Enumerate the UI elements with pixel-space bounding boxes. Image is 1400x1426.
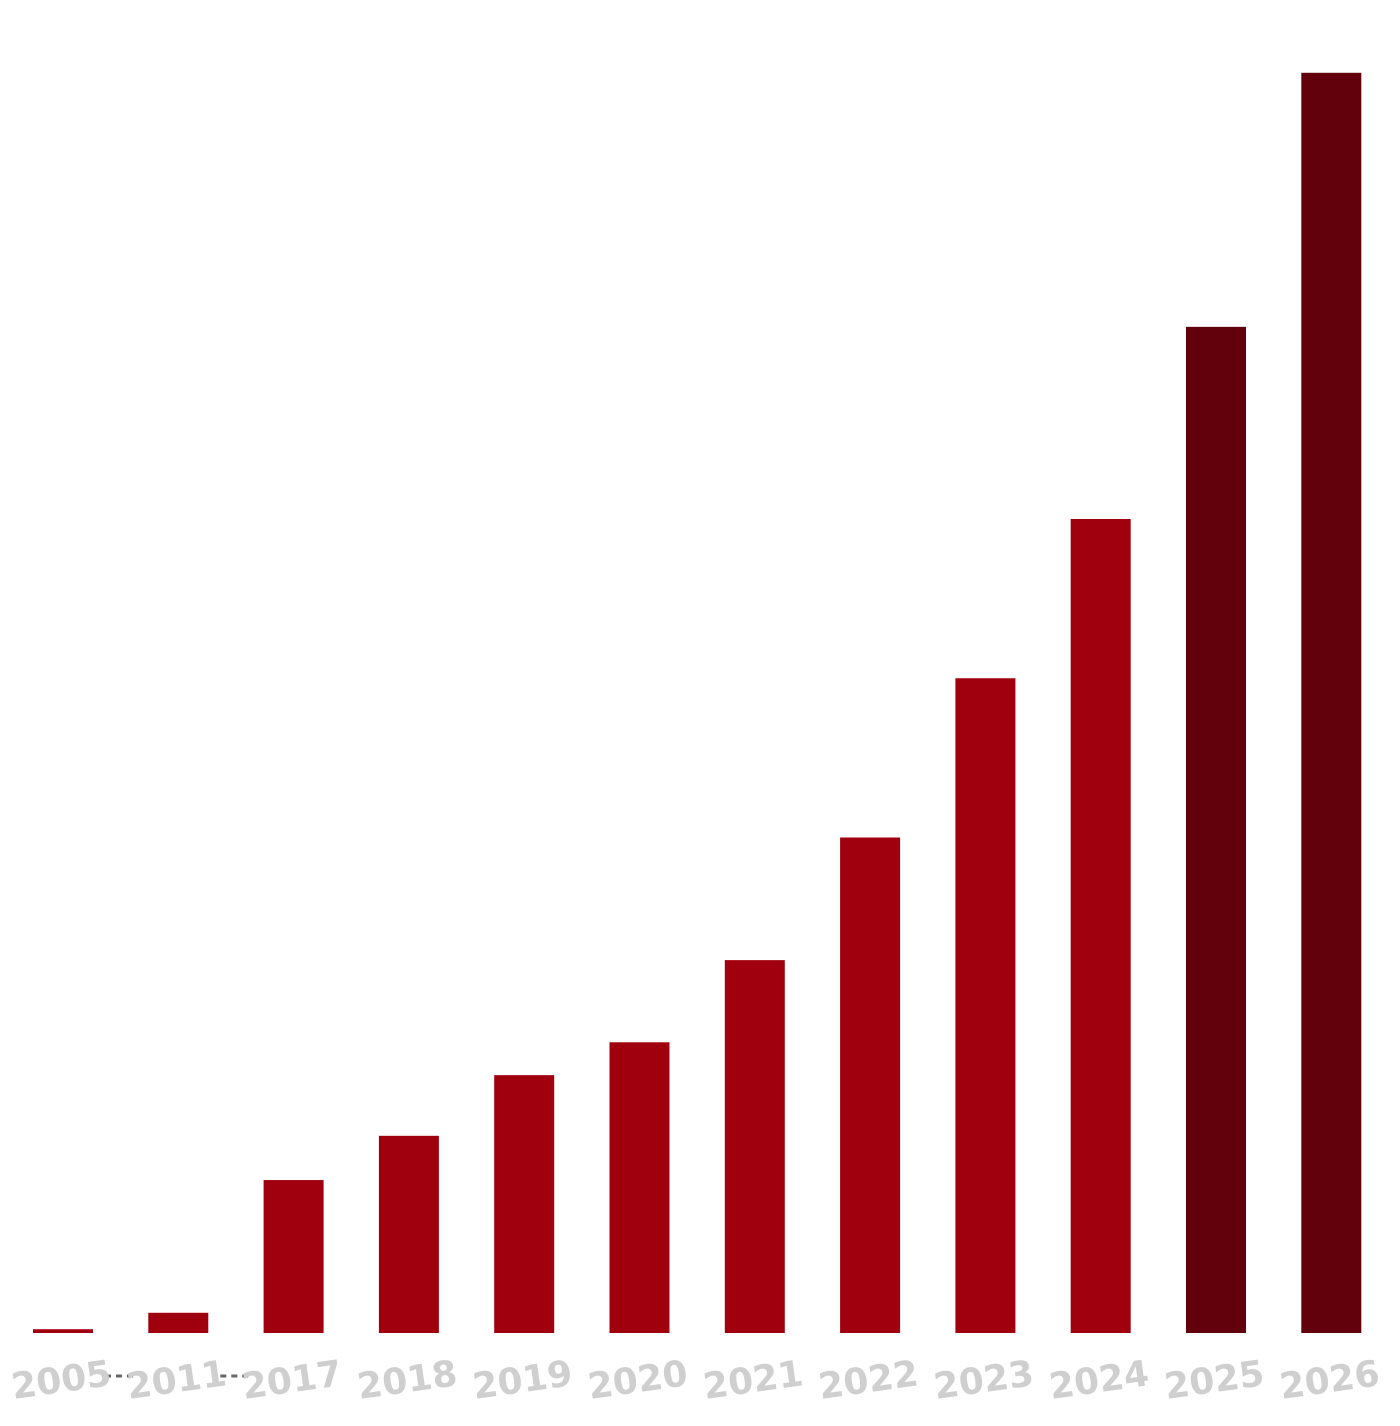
x-tick-label-2017: 2017 bbox=[240, 1353, 345, 1408]
x-tick-label-2024: 2024 bbox=[1047, 1353, 1152, 1408]
x-tick-label-2020: 2020 bbox=[585, 1353, 690, 1408]
bar-2017 bbox=[263, 1180, 324, 1333]
x-tick-label-2022: 2022 bbox=[816, 1353, 921, 1408]
bar-2024 bbox=[1070, 518, 1131, 1333]
bar-2011 bbox=[148, 1312, 209, 1333]
x-tick-label-2025: 2025 bbox=[1162, 1353, 1267, 1408]
bar-2005 bbox=[33, 1329, 93, 1333]
x-tick-label-2023: 2023 bbox=[931, 1353, 1036, 1408]
bar-2022 bbox=[840, 837, 901, 1333]
x-tick-label-2005: 2005 bbox=[9, 1353, 114, 1408]
x-tick-label-2021: 2021 bbox=[701, 1353, 806, 1408]
bars-group bbox=[33, 72, 1362, 1334]
x-tick-label-2018: 2018 bbox=[355, 1353, 460, 1408]
bar-2018 bbox=[378, 1135, 439, 1333]
bar-2025 bbox=[1186, 326, 1246, 1334]
x-tick-label-2011: 2011 bbox=[124, 1353, 229, 1408]
x-tick-label-2019: 2019 bbox=[470, 1353, 575, 1408]
x-tick-labels-group: 2005 2011 2017 2018 2019 2020 2021 2022 2023 2024… bbox=[9, 1353, 1382, 1408]
bar-2019 bbox=[494, 1075, 555, 1333]
bar-2023 bbox=[955, 678, 1016, 1333]
bar-2020 bbox=[609, 1042, 670, 1333]
x-tick-label-2026: 2026 bbox=[1277, 1353, 1382, 1408]
bar-2021 bbox=[724, 960, 785, 1333]
bar-2026 bbox=[1301, 72, 1362, 1334]
